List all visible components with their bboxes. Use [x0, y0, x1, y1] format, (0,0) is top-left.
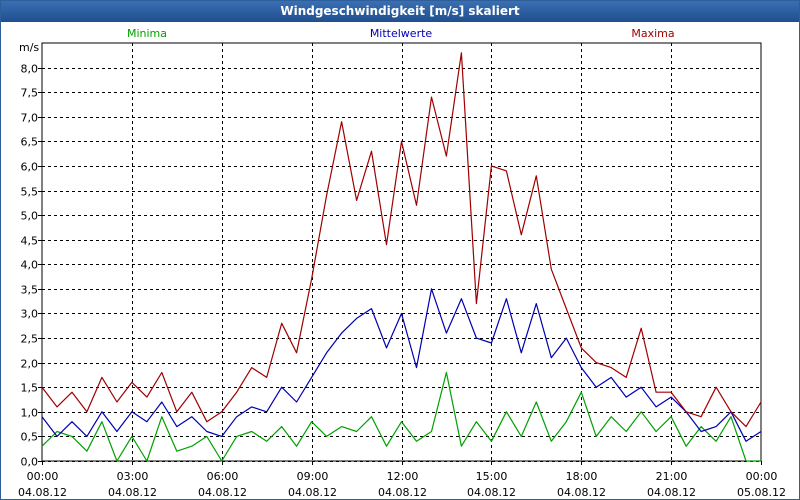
x-axis-ticks: 00:00 04.08.12 03:00 04.08.12 06:00 04.08.12 0… [18, 461, 786, 499]
y-tick-label: 3,0 [21, 308, 39, 321]
x-tick-date: 04.08.12 [647, 486, 696, 499]
x-tick-time: 00:00 [746, 470, 778, 483]
y-tick-label: 5,0 [21, 210, 39, 223]
x-tick-date: 04.08.12 [18, 486, 67, 499]
x-tick-date: 04.08.12 [467, 486, 516, 499]
grid [42, 43, 761, 462]
x-tick-date: 04.08.12 [288, 486, 337, 499]
x-tick-date: 04.08.12 [378, 486, 427, 499]
y-axis-ticks: 0,0 0,5 1,0 1,5 2,0 2,5 3,0 3,5 4,0 4,5 5,0 5,5 6,0 6… [21, 63, 42, 469]
y-tick-label: 0,0 [21, 456, 39, 469]
x-tick-date: 04.08.12 [557, 486, 606, 499]
y-tick-label: 0,5 [21, 431, 39, 444]
y-tick-label: 4,5 [21, 235, 39, 248]
x-tick-time: 09:00 [297, 470, 329, 483]
legend: Minima Mittelwerte Maxima [127, 27, 675, 40]
y-tick-label: 2,5 [21, 333, 39, 346]
legend-minima: Minima [127, 27, 167, 40]
plot-area [41, 42, 762, 462]
x-tick-date: 05.08.12 [737, 486, 786, 499]
series-lines [41, 52, 762, 462]
y-axis-label: m/s [19, 41, 39, 54]
y-tick-label: 1,5 [21, 382, 39, 395]
x-tick-time: 06:00 [207, 470, 239, 483]
series-line-minima [41, 371, 761, 462]
x-tick-time: 21:00 [656, 470, 688, 483]
y-tick-label: 7,5 [21, 87, 39, 100]
legend-maxima: Maxima [631, 27, 674, 40]
window-title: Windgeschwindigkeit [m/s] skaliert [1, 1, 799, 22]
axes [41, 42, 762, 462]
x-tick-time: 18:00 [566, 470, 598, 483]
y-tick-label: 2,0 [21, 358, 39, 371]
x-tick-date: 04.08.12 [198, 486, 247, 499]
y-tick-label: 6,5 [21, 136, 39, 149]
y-tick-label: 5,5 [21, 186, 39, 199]
y-tick-label: 7,0 [21, 112, 39, 125]
series-line-mittelwerte [41, 288, 762, 442]
y-tick-label: 1,0 [21, 407, 39, 420]
x-tick-time: 12:00 [387, 470, 419, 483]
x-tick-time: 15:00 [476, 470, 508, 483]
y-tick-label: 4,0 [21, 259, 39, 272]
x-tick-time: 00:00 [27, 470, 59, 483]
legend-mittelwerte: Mittelwerte [370, 27, 433, 40]
y-tick-label: 3,5 [21, 284, 39, 297]
x-tick-time: 03:00 [117, 470, 149, 483]
x-tick-date: 04.08.12 [108, 486, 157, 499]
y-tick-label: 8,0 [21, 63, 39, 76]
series-line-maxima [41, 52, 762, 428]
y-tick-label: 6,0 [21, 161, 39, 174]
